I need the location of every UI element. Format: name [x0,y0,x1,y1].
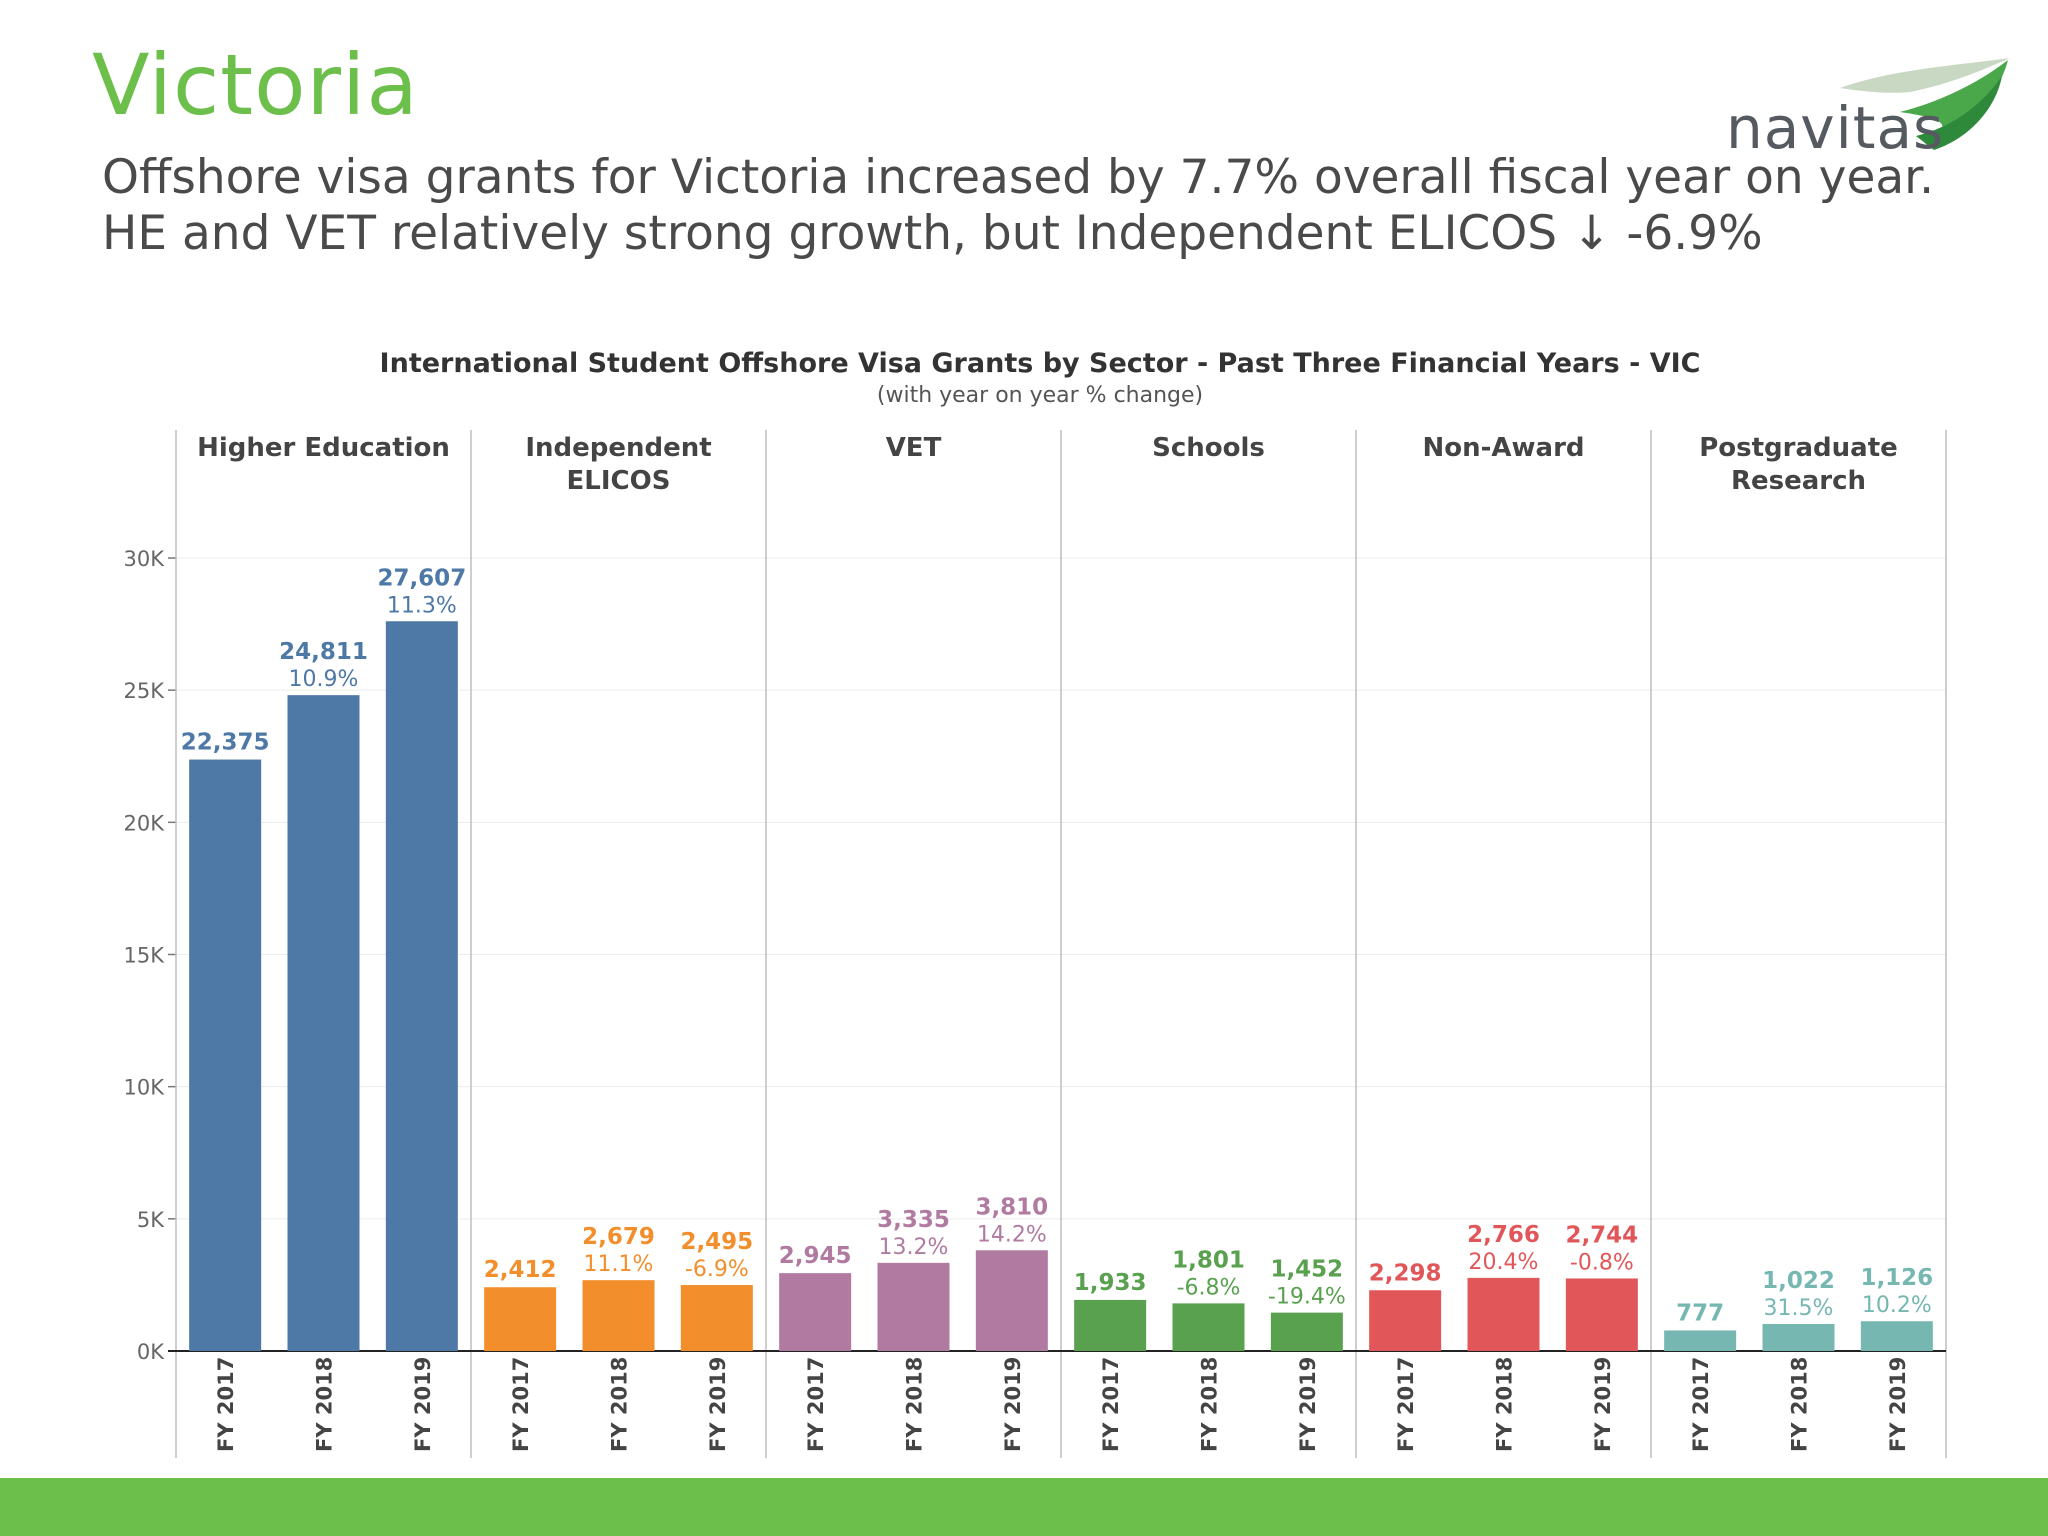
bar-value-label: 1,933 [1074,1270,1147,1296]
x-tick-label: FY 2019 [411,1357,435,1452]
bar-value-label: 2,412 [484,1257,557,1283]
bar [189,759,262,1351]
x-tick-label: FY 2017 [1099,1357,1123,1452]
bar [1270,1312,1343,1351]
navitas-logo: navitas [1720,52,2020,162]
x-tick-label: FY 2018 [1788,1357,1812,1452]
slide-subtitle: Offshore visa grants for Victoria increa… [102,150,1962,262]
x-tick-label: FY 2018 [313,1357,337,1452]
bar-pct-label: 31.5% [1764,1296,1834,1321]
bar [287,695,360,1351]
panel-header: Independent [525,433,711,463]
x-tick-label: FY 2018 [608,1357,632,1452]
y-tick-label: 15K [124,944,166,968]
bar [975,1250,1048,1351]
bar [1369,1290,1442,1351]
x-tick-label: FY 2017 [1689,1357,1713,1452]
x-tick-label: FY 2017 [214,1357,238,1452]
bar-pct-label: 10.2% [1862,1293,1932,1318]
bar-value-label: 2,679 [582,1224,655,1250]
footer-bar [0,1478,2048,1536]
bar [779,1273,852,1351]
bar-value-label: 3,335 [877,1207,950,1233]
bar-value-label: 2,766 [1467,1222,1540,1248]
logo-swoosh-icon [1840,58,2010,150]
bar [1074,1299,1147,1351]
y-tick-label: 0K [137,1340,165,1364]
bar [1860,1321,1933,1351]
x-tick-label: FY 2018 [1493,1357,1517,1452]
bar-value-label: 2,744 [1565,1222,1638,1248]
panel-header: Higher Education [197,433,450,463]
bar-value-label: 1,126 [1860,1265,1933,1291]
bar-value-label: 2,495 [680,1229,753,1255]
bar [484,1287,557,1351]
bar [680,1285,753,1351]
panel-header: Postgraduate [1699,433,1898,463]
x-tick-label: FY 2017 [1394,1357,1418,1452]
bar-pct-label: 11.3% [387,593,457,618]
bar-value-label: 1,452 [1270,1257,1343,1283]
bar-value-label: 777 [1676,1300,1724,1326]
bar-value-label: 27,607 [377,565,466,591]
y-tick-label: 25K [124,679,166,703]
bar [1762,1323,1835,1351]
bar-pct-label: 14.2% [977,1222,1047,1247]
x-tick-label: FY 2019 [1591,1357,1615,1452]
bar-pct-label: -0.8% [1570,1250,1634,1275]
panel-header: Research [1731,466,1866,496]
bar [1565,1278,1638,1351]
bar [582,1280,655,1351]
bar [1172,1303,1245,1351]
y-tick-label: 5K [137,1208,165,1232]
bar-value-label: 2,945 [779,1243,852,1269]
panel-header: VET [886,433,942,463]
bar-pct-label: 13.2% [879,1235,949,1260]
subtitle-line-1: Offshore visa grants for Victoria increa… [102,150,1935,205]
bar [877,1262,950,1351]
x-tick-label: FY 2018 [1198,1357,1222,1452]
slide-title: Victoria [92,36,419,134]
x-tick-label: FY 2019 [1296,1357,1320,1452]
bar-value-label: 24,811 [279,639,368,665]
x-tick-label: FY 2017 [804,1357,828,1452]
chart-title: International Student Offshore Visa Gran… [380,348,1701,379]
sector-bar-chart: International Student Offshore Visa Gran… [124,348,1947,1458]
panel-header: Non-Award [1422,433,1584,463]
bar-value-label: 3,810 [975,1194,1048,1220]
bar-pct-label: 10.9% [289,667,359,692]
x-tick-label: FY 2019 [1886,1357,1910,1452]
bar-pct-label: -19.4% [1268,1285,1346,1310]
chart-subtitle: (with year on year % change) [877,383,1203,408]
x-tick-label: FY 2019 [1001,1357,1025,1452]
x-tick-label: FY 2018 [903,1357,927,1452]
bar-value-label: 2,298 [1369,1260,1442,1286]
bar-pct-label: 20.4% [1469,1250,1539,1275]
y-tick-label: 10K [124,1076,166,1100]
bar [1664,1330,1737,1351]
bar-value-label: 22,375 [181,730,270,756]
x-tick-label: FY 2019 [706,1357,730,1452]
y-tick-label: 30K [124,547,166,571]
bar-pct-label: -6.8% [1177,1275,1241,1300]
y-tick-label: 20K [124,811,166,835]
bar-pct-label: 11.1% [584,1252,654,1277]
chart-area: International Student Offshore Visa Gran… [90,340,1990,1480]
bar [385,621,458,1351]
panel-header: Schools [1152,433,1265,463]
bar-pct-label: -6.9% [685,1257,749,1282]
bar-value-label: 1,022 [1762,1268,1835,1294]
x-tick-label: FY 2017 [509,1357,533,1452]
logo-text: navitas [1726,94,1945,162]
subtitle-line-2: HE and VET relatively strong growth, but… [102,206,1763,261]
panel-header: ELICOS [567,466,671,496]
bar [1467,1277,1540,1351]
bar-value-label: 1,801 [1172,1247,1245,1273]
